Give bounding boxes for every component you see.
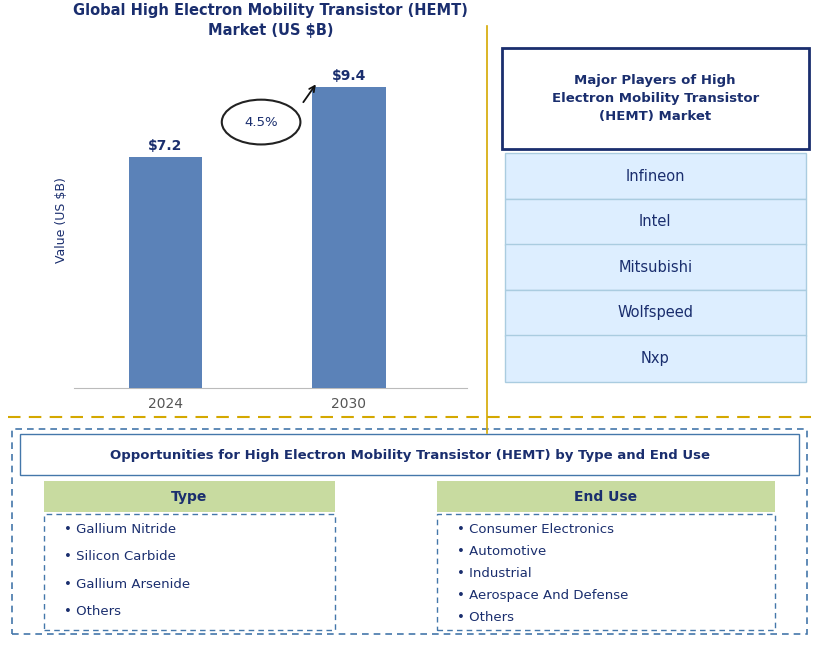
Text: Source: Lucintel: Source: Lucintel [353,432,467,444]
Text: 4.5%: 4.5% [244,116,278,129]
Bar [312,87,386,388]
Text: • Automotive: • Automotive [457,545,546,557]
Text: • Silicon Carbide: • Silicon Carbide [64,550,175,563]
FancyBboxPatch shape [44,514,335,630]
Text: • Aerospace And Defense: • Aerospace And Defense [457,589,628,601]
Text: • Gallium Nitride: • Gallium Nitride [64,523,176,536]
Text: Type: Type [171,490,207,504]
FancyBboxPatch shape [505,244,806,291]
FancyBboxPatch shape [20,433,799,475]
Title: Global High Electron Mobility Transistor (HEMT)
Market (US $B): Global High Electron Mobility Transistor… [73,3,468,38]
Text: Opportunities for High Electron Mobility Transistor (HEMT) by Type and End Use: Opportunities for High Electron Mobility… [110,448,709,461]
FancyBboxPatch shape [44,481,335,512]
FancyBboxPatch shape [505,335,806,382]
Text: $9.4: $9.4 [332,69,366,83]
Text: • Consumer Electronics: • Consumer Electronics [457,523,613,536]
FancyBboxPatch shape [505,198,806,245]
Text: Mitsubishi: Mitsubishi [618,260,692,275]
FancyBboxPatch shape [437,514,775,630]
Text: Nxp: Nxp [640,351,670,366]
FancyBboxPatch shape [437,481,775,512]
Text: End Use: End Use [574,490,638,504]
Text: Wolfspeed: Wolfspeed [618,306,693,320]
Text: • Others: • Others [64,605,120,618]
Text: • Industrial: • Industrial [457,567,532,579]
Text: $7.2: $7.2 [148,140,183,153]
FancyBboxPatch shape [502,48,808,149]
FancyBboxPatch shape [505,153,806,199]
Text: Major Players of High
Electron Mobility Transistor
(HEMT) Market: Major Players of High Electron Mobility … [551,74,759,123]
Text: • Others: • Others [457,610,514,623]
Bar [129,157,202,388]
Text: Intel: Intel [639,214,672,229]
Text: • Gallium Arsenide: • Gallium Arsenide [64,578,190,590]
FancyBboxPatch shape [505,289,806,336]
Text: Infineon: Infineon [626,169,685,183]
FancyBboxPatch shape [12,428,807,634]
Y-axis label: Value (US $B): Value (US $B) [55,177,68,262]
